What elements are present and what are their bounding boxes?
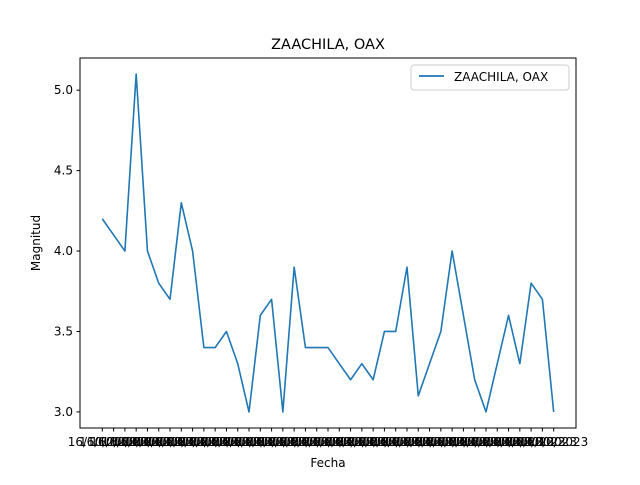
chart-title: ZAACHILA, OAX bbox=[271, 37, 385, 53]
plot-frame bbox=[79, 57, 577, 429]
data-point bbox=[530, 282, 532, 284]
x-tick-label: 16/10/2023 bbox=[508, 435, 577, 449]
x-tick-label: 16/10/2023 bbox=[102, 435, 171, 449]
data-point bbox=[271, 298, 273, 300]
y-tick-label: 5.0 bbox=[54, 83, 73, 97]
data-point bbox=[350, 379, 352, 381]
data-point bbox=[225, 330, 227, 332]
x-tick-label: 16/10/2023 bbox=[418, 435, 487, 449]
data-point bbox=[462, 314, 464, 316]
legend-box bbox=[410, 64, 570, 91]
x-tick-label: 16/10/2023 bbox=[68, 435, 137, 449]
x-tick-label: 16/10/2023 bbox=[192, 435, 261, 449]
data-point bbox=[474, 379, 476, 381]
x-tick-label: 16/10/2023 bbox=[372, 435, 441, 449]
data-point bbox=[101, 218, 103, 220]
y-axis-label: Magnitud bbox=[29, 215, 43, 271]
y-tick-label: 3.5 bbox=[54, 324, 73, 338]
data-point bbox=[519, 363, 521, 365]
data-point bbox=[282, 411, 284, 413]
data-point bbox=[327, 347, 329, 349]
y-axis-ticks: 3.0 3.5 4.0 4.5 5.0 bbox=[54, 83, 80, 419]
data-point bbox=[553, 411, 555, 413]
legend: ZAACHILA, OAX bbox=[410, 64, 570, 91]
data-point bbox=[440, 330, 442, 332]
data-point bbox=[113, 234, 115, 236]
data-point bbox=[316, 347, 318, 349]
x-tick-label: 16/10/2023 bbox=[316, 435, 385, 449]
x-tick-label: 16/10/2023 bbox=[406, 435, 475, 449]
series-line bbox=[101, 73, 555, 413]
series-layer bbox=[101, 73, 555, 413]
data-point bbox=[259, 314, 261, 316]
data-point bbox=[237, 363, 239, 365]
data-point bbox=[203, 347, 205, 349]
x-tick-label: 16/10/2023 bbox=[497, 435, 566, 449]
x-tick-label: 16/10/2023 bbox=[361, 435, 430, 449]
x-tick-label: 16/10/2023 bbox=[519, 435, 588, 449]
data-point bbox=[124, 250, 126, 252]
x-tick-label: 16/10/2023 bbox=[181, 435, 250, 449]
data-point bbox=[541, 298, 543, 300]
y-tick-label: 3.0 bbox=[54, 405, 73, 419]
data-point bbox=[406, 266, 408, 268]
data-point bbox=[508, 314, 510, 316]
data-point bbox=[192, 250, 194, 252]
x-tick-label: 16/10/2023 bbox=[395, 435, 464, 449]
data-point bbox=[383, 330, 385, 332]
x-tick-label: 16/10/2023 bbox=[429, 435, 498, 449]
x-tick-label: 16/10/2023 bbox=[79, 435, 148, 449]
legend-label: ZAACHILA, OAX bbox=[454, 70, 548, 84]
data-point bbox=[338, 363, 340, 365]
data-point bbox=[361, 363, 363, 365]
data-point bbox=[485, 411, 487, 413]
x-tick-label: 16/10/2023 bbox=[350, 435, 419, 449]
data-point bbox=[429, 363, 431, 365]
x-tick-label: 16/10/2023 bbox=[440, 435, 509, 449]
x-tick-label: 16/10/2023 bbox=[384, 435, 453, 449]
data-point bbox=[248, 411, 250, 413]
x-tick-label: 16/10/2023 bbox=[260, 435, 329, 449]
x-axis-label: Fecha bbox=[310, 456, 345, 470]
x-tick-label: 16/10/2023 bbox=[135, 435, 204, 449]
data-point bbox=[304, 347, 306, 349]
x-tick-label: 16/10/2023 bbox=[203, 435, 272, 449]
x-tick-label: 16/10/2023 bbox=[282, 435, 351, 449]
data-point bbox=[293, 266, 295, 268]
x-tick-label: 16/10/2023 bbox=[124, 435, 193, 449]
data-point bbox=[372, 379, 374, 381]
x-tick-label: 16/10/2023 bbox=[248, 435, 317, 449]
data-point bbox=[158, 282, 160, 284]
x-tick-label: 16/10/2023 bbox=[90, 435, 159, 449]
data-point bbox=[417, 395, 419, 397]
x-tick-label: 16/10/2023 bbox=[474, 435, 543, 449]
x-tick-label: 16/10/2023 bbox=[463, 435, 532, 449]
data-point bbox=[169, 298, 171, 300]
x-axis-ticks: 16/10/202316/10/202316/10/202316/10/2023… bbox=[68, 428, 588, 449]
x-tick-label: 16/10/2023 bbox=[451, 435, 520, 449]
data-point bbox=[214, 347, 216, 349]
data-point bbox=[496, 363, 498, 365]
data-point bbox=[180, 202, 182, 204]
x-tick-label: 16/10/2023 bbox=[271, 435, 340, 449]
x-tick-label: 16/10/2023 bbox=[169, 435, 238, 449]
x-tick-label: 16/10/2023 bbox=[113, 435, 182, 449]
x-tick-label: 16/10/2023 bbox=[158, 435, 227, 449]
x-tick-label: 16/10/2023 bbox=[305, 435, 374, 449]
x-tick-label: 16/10/2023 bbox=[147, 435, 216, 449]
x-tick-label: 16/10/2023 bbox=[237, 435, 306, 449]
x-tick-label: 16/10/2023 bbox=[327, 435, 396, 449]
x-tick-label: 16/10/2023 bbox=[339, 435, 408, 449]
x-tick-label: 16/10/2023 bbox=[293, 435, 362, 449]
data-point bbox=[451, 250, 453, 252]
data-point bbox=[395, 330, 397, 332]
data-point bbox=[135, 73, 137, 75]
x-tick-label: 16/10/2023 bbox=[214, 435, 283, 449]
y-tick-label: 4.0 bbox=[54, 244, 73, 258]
x-tick-label: 16/10/2023 bbox=[226, 435, 295, 449]
y-tick-label: 4.5 bbox=[54, 164, 73, 178]
data-point bbox=[146, 250, 148, 252]
x-tick-label: 16/10/2023 bbox=[485, 435, 554, 449]
